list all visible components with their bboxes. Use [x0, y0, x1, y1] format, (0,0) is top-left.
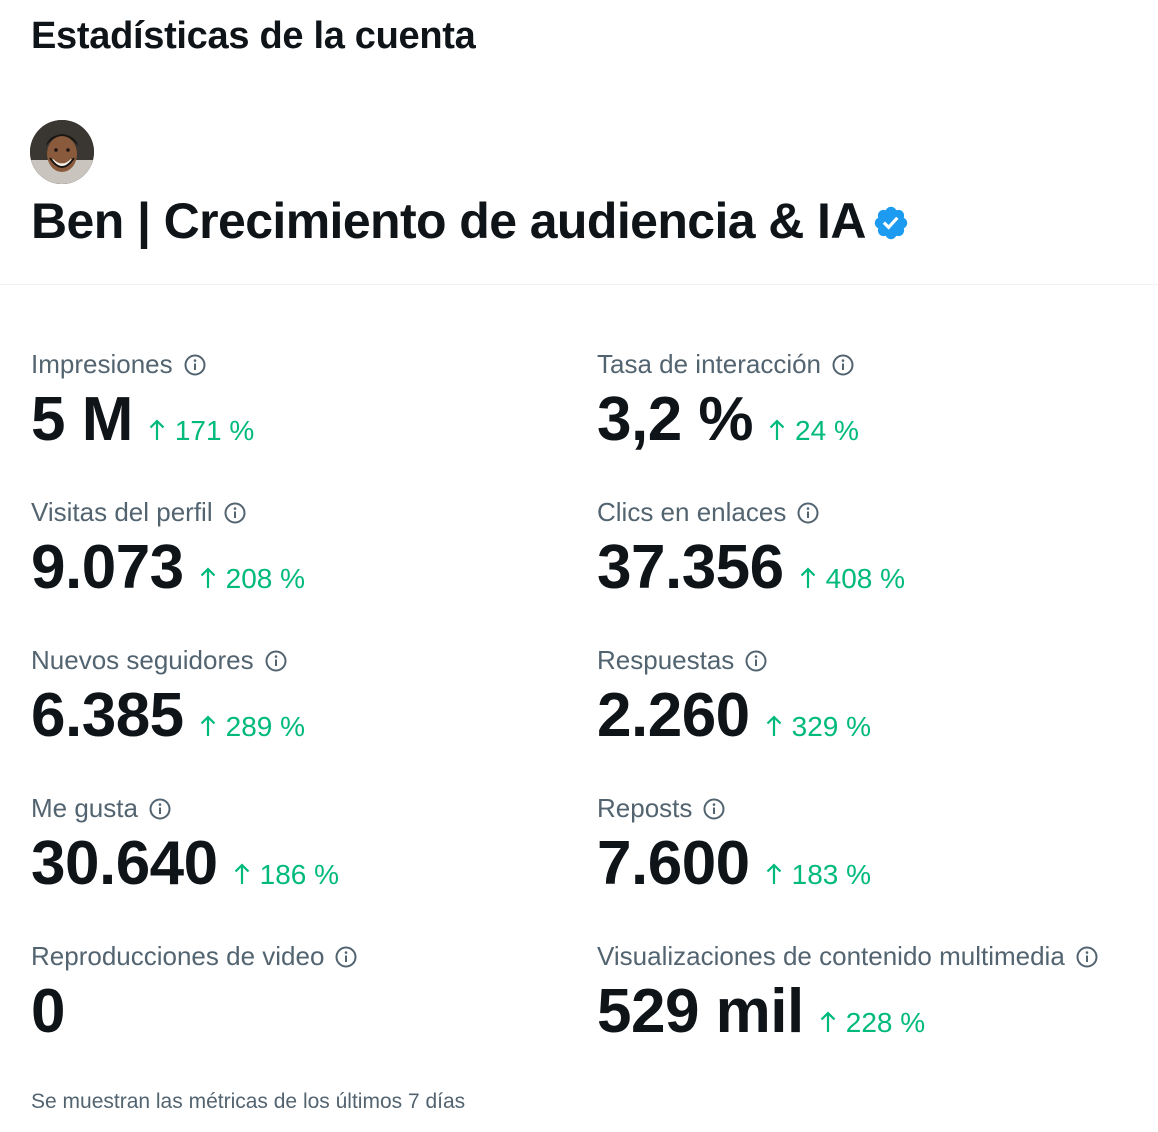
metric-change: 228 %	[820, 1003, 925, 1043]
metric-value-row: 0	[31, 972, 358, 1052]
metric-change-value: 208 %	[225, 563, 306, 594]
metric-value: 9.073	[31, 533, 184, 602]
metric-value: 7.600	[597, 829, 750, 898]
info-icon[interactable]	[183, 353, 207, 377]
metric-value: 2.260	[597, 681, 750, 750]
metric-value-row: 30.640 186 %	[31, 824, 339, 904]
metric-change: 208 %	[200, 559, 305, 599]
arrow-up-icon	[769, 412, 785, 440]
metric-value: 37.356	[597, 533, 784, 602]
metric-card: Tasa de interacción 3,2 % 24 %	[597, 348, 859, 460]
metric-card: Visitas del perfil 9.073 208 %	[31, 496, 305, 608]
arrow-up-icon	[820, 1004, 836, 1032]
metric-label-row: Clics en enlaces	[597, 496, 905, 528]
divider	[0, 284, 1158, 285]
metric-value: 5 M	[31, 385, 133, 454]
info-icon[interactable]	[702, 797, 726, 821]
arrow-up-icon	[200, 560, 216, 588]
metric-label-row: Nuevos seguidores	[31, 644, 305, 676]
metric-label-row: Tasa de interacción	[597, 348, 859, 380]
metric-change-value: 329 %	[791, 711, 872, 742]
account-name[interactable]: Ben | Crecimiento de audiencia & IA	[31, 193, 866, 249]
metric-value-row: 529 mil 228 %	[597, 972, 1099, 1052]
metric-label: Impresiones	[31, 349, 173, 379]
metric-value-row: 7.600 183 %	[597, 824, 871, 904]
metric-value-row: 5 M 171 %	[31, 380, 254, 460]
metric-card: Reproducciones de video 0	[31, 940, 358, 1052]
verified-badge-icon	[872, 204, 910, 242]
metric-change: 183 %	[766, 855, 871, 895]
metric-label: Tasa de interacción	[597, 349, 822, 379]
arrow-up-icon	[766, 856, 782, 884]
metric-label: Reposts	[597, 793, 693, 823]
info-icon[interactable]	[796, 501, 820, 525]
metric-card: Me gusta 30.640 186 %	[31, 792, 339, 904]
metric-card: Nuevos seguidores 6.385 289 %	[31, 644, 305, 756]
metric-change-value: 183 %	[791, 859, 872, 890]
metric-label-row: Me gusta	[31, 792, 339, 824]
metric-change-value: 24 %	[795, 415, 859, 446]
info-icon[interactable]	[831, 353, 855, 377]
arrow-up-icon	[200, 708, 216, 736]
metric-label: Visualizaciones de contenido multimedia	[597, 941, 1065, 971]
metric-change: 329 %	[766, 707, 871, 747]
avatar[interactable]	[30, 120, 94, 184]
metric-change-value: 228 %	[845, 1007, 926, 1038]
metric-label-row: Respuestas	[597, 644, 871, 676]
metric-label-row: Visualizaciones de contenido multimedia	[597, 940, 1099, 972]
info-icon[interactable]	[1075, 945, 1099, 969]
metric-label: Me gusta	[31, 793, 138, 823]
metric-card: Respuestas 2.260 329 %	[597, 644, 871, 756]
metric-label: Visitas del perfil	[31, 497, 213, 527]
metric-label-row: Visitas del perfil	[31, 496, 305, 528]
metric-value-row: 3,2 % 24 %	[597, 380, 859, 460]
metric-label: Reproducciones de video	[31, 941, 325, 971]
arrow-up-icon	[800, 560, 816, 588]
metric-value: 30.640	[31, 829, 218, 898]
metric-change: 171 %	[149, 411, 254, 451]
metric-value: 3,2 %	[597, 385, 754, 454]
metric-change: 408 %	[800, 559, 905, 599]
info-icon[interactable]	[223, 501, 247, 525]
metric-value: 0	[31, 977, 65, 1046]
metric-value-row: 2.260 329 %	[597, 676, 871, 756]
metric-card: Clics en enlaces 37.356 408 %	[597, 496, 905, 608]
metric-card: Visualizaciones de contenido multimedia 5…	[597, 940, 1099, 1052]
page-title: Estadísticas de la cuenta	[31, 15, 476, 57]
avatar-image	[30, 120, 94, 184]
metric-change-value: 186 %	[259, 859, 340, 890]
metric-change-value: 289 %	[225, 711, 306, 742]
metric-card: Reposts 7.600 183 %	[597, 792, 871, 904]
account-name-row: Ben | Crecimiento de audiencia & IA	[31, 188, 910, 254]
metric-change: 186 %	[234, 855, 339, 895]
metric-label-row: Reposts	[597, 792, 871, 824]
metric-change-value: 408 %	[825, 563, 906, 594]
metric-card: Impresiones 5 M 171 %	[31, 348, 254, 460]
metrics-period-note: Se muestran las métricas de los últimos …	[31, 1090, 466, 1113]
metric-change: 24 %	[769, 411, 859, 451]
arrow-up-icon	[149, 412, 165, 440]
metric-value: 6.385	[31, 681, 184, 750]
info-icon[interactable]	[148, 797, 172, 821]
arrow-up-icon	[766, 708, 782, 736]
metric-value-row: 6.385 289 %	[31, 676, 305, 756]
metric-value-row: 9.073 208 %	[31, 528, 305, 608]
metric-label: Nuevos seguidores	[31, 645, 254, 675]
metric-value: 529 mil	[597, 977, 804, 1046]
metric-value-row: 37.356 408 %	[597, 528, 905, 608]
info-icon[interactable]	[264, 649, 288, 673]
metric-label-row: Impresiones	[31, 348, 254, 380]
metric-label: Clics en enlaces	[597, 497, 787, 527]
metric-label-row: Reproducciones de video	[31, 940, 358, 972]
info-icon[interactable]	[744, 649, 768, 673]
arrow-up-icon	[234, 856, 250, 884]
metric-change-value: 171 %	[174, 415, 255, 446]
metric-change: 289 %	[200, 707, 305, 747]
info-icon[interactable]	[334, 945, 358, 969]
metric-label: Respuestas	[597, 645, 735, 675]
